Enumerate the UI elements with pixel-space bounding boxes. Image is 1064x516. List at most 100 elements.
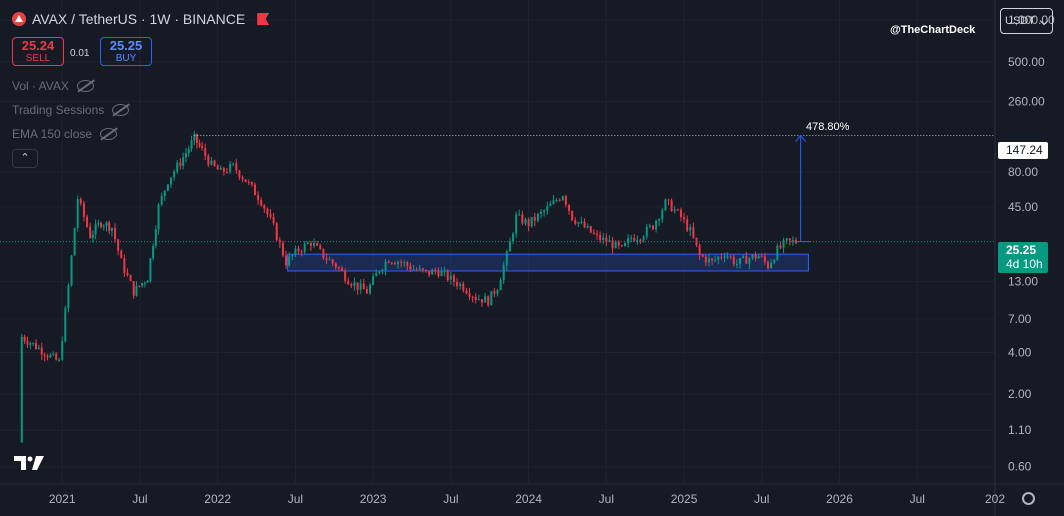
candle-body: [698, 245, 701, 255]
time-axis: 2021 Jul 2022 Jul 2023 Jul 2024 Jul 2025 Jul 2026 J…: [49, 492, 1005, 506]
candle-body: [337, 267, 340, 269]
candle-body: [515, 214, 518, 234]
bar-countdown: 4d 10h: [1006, 257, 1043, 271]
candle-body: [673, 209, 676, 212]
candle-body: [564, 196, 567, 205]
candle-body: [344, 270, 347, 281]
candle-body: [213, 160, 216, 166]
candle-body: [645, 226, 648, 237]
candle-body: [94, 224, 97, 235]
candle-body: [409, 265, 412, 270]
avax-logo-icon: [12, 12, 26, 26]
candle-body: [331, 259, 334, 264]
collapse-indicators-button[interactable]: ⌃: [12, 149, 38, 168]
candle-body: [536, 213, 539, 221]
candle-body: [468, 293, 471, 297]
candle-body: [325, 258, 328, 260]
candle-body: [359, 283, 362, 290]
candle-body: [20, 336, 23, 443]
candle-body: [204, 148, 207, 156]
symbol-title[interactable]: AVAX / TetherUS · 1W · BINANCE: [12, 11, 270, 27]
candle-body: [443, 270, 446, 272]
candle-body: [257, 195, 260, 201]
eye-off-icon[interactable]: [76, 80, 94, 92]
candle-body: [462, 283, 465, 291]
candle-body: [490, 291, 493, 306]
candle-body: [110, 227, 113, 231]
eye-off-icon[interactable]: [112, 104, 130, 116]
candle-body: [89, 226, 92, 239]
candle-body: [415, 269, 418, 271]
indicator-ema-150[interactable]: EMA 150 close: [12, 127, 118, 141]
sell-price: 25.24: [21, 38, 55, 53]
candle-body: [179, 162, 182, 166]
candle-body: [502, 265, 505, 281]
time-tick-label: Jul: [132, 492, 147, 506]
candle-body: [52, 353, 55, 355]
spread-value: 0.01: [70, 48, 90, 59]
candle-body: [512, 233, 515, 242]
candle-body: [617, 241, 620, 246]
sell-button[interactable]: 25.24 SELL: [12, 37, 64, 66]
candle-body: [288, 256, 291, 266]
price-tick-label: 4.00: [1008, 346, 1032, 360]
time-tick-label: 2023: [360, 492, 387, 506]
candle-body: [40, 347, 43, 355]
candle-body: [281, 242, 284, 256]
candle-body: [627, 238, 630, 244]
eye-off-icon[interactable]: [100, 128, 118, 140]
candle-body: [440, 271, 443, 276]
measure-percent-label: 478.80%: [806, 121, 850, 133]
tradingview-logo-icon[interactable]: [14, 454, 46, 472]
candle-body: [577, 222, 580, 224]
candle-body: [667, 199, 670, 201]
candle-body: [381, 270, 384, 272]
candle-body: [456, 281, 459, 287]
candle-body: [306, 243, 309, 245]
high-price-tag: 147.24: [998, 142, 1048, 159]
candle-body: [126, 272, 129, 276]
currency-selector[interactable]: USDT: [1000, 8, 1053, 34]
candle-body: [91, 234, 94, 239]
candle-body: [232, 163, 235, 165]
candle-body: [97, 223, 100, 225]
candle-body: [176, 162, 179, 172]
candle-body: [319, 245, 322, 249]
candle-body: [580, 221, 583, 223]
candle-body: [154, 229, 157, 246]
indicator-volume[interactable]: Vol · AVAX: [12, 79, 94, 93]
candle-body: [238, 170, 241, 178]
price-tick-label: 1.10: [1008, 423, 1032, 437]
gear-icon[interactable]: [1022, 492, 1035, 505]
candle-body: [400, 262, 403, 264]
candle-body: [222, 167, 225, 172]
candle-body: [235, 163, 238, 171]
candle-body: [82, 203, 85, 217]
candle-body: [729, 256, 732, 258]
price-tick-label: 0.60: [1008, 460, 1032, 474]
indicator-trading-sessions[interactable]: Trading Sessions: [12, 103, 130, 117]
candle-body: [114, 227, 117, 240]
candle-body: [726, 256, 729, 258]
candle-body: [676, 209, 679, 211]
candle-body: [86, 216, 89, 227]
candle-body: [633, 237, 636, 241]
candle-body: [418, 268, 421, 271]
candle-body: [530, 217, 533, 227]
candle-body: [776, 245, 779, 260]
candle-body: [35, 342, 38, 349]
candle-body: [322, 248, 325, 259]
flag-icon[interactable]: [257, 13, 270, 25]
candle-body: [701, 254, 704, 257]
buy-price: 25.25: [109, 38, 143, 53]
buy-button[interactable]: 25.25 BUY: [100, 37, 152, 66]
candle-body: [739, 258, 742, 264]
candle-body: [46, 355, 49, 358]
candle-body: [146, 280, 149, 283]
indicator-label: EMA 150 close: [12, 127, 93, 141]
candle-body: [751, 254, 754, 259]
candle-body: [760, 255, 763, 257]
chevron-down-icon: [1039, 16, 1049, 26]
candle-body: [428, 270, 431, 275]
